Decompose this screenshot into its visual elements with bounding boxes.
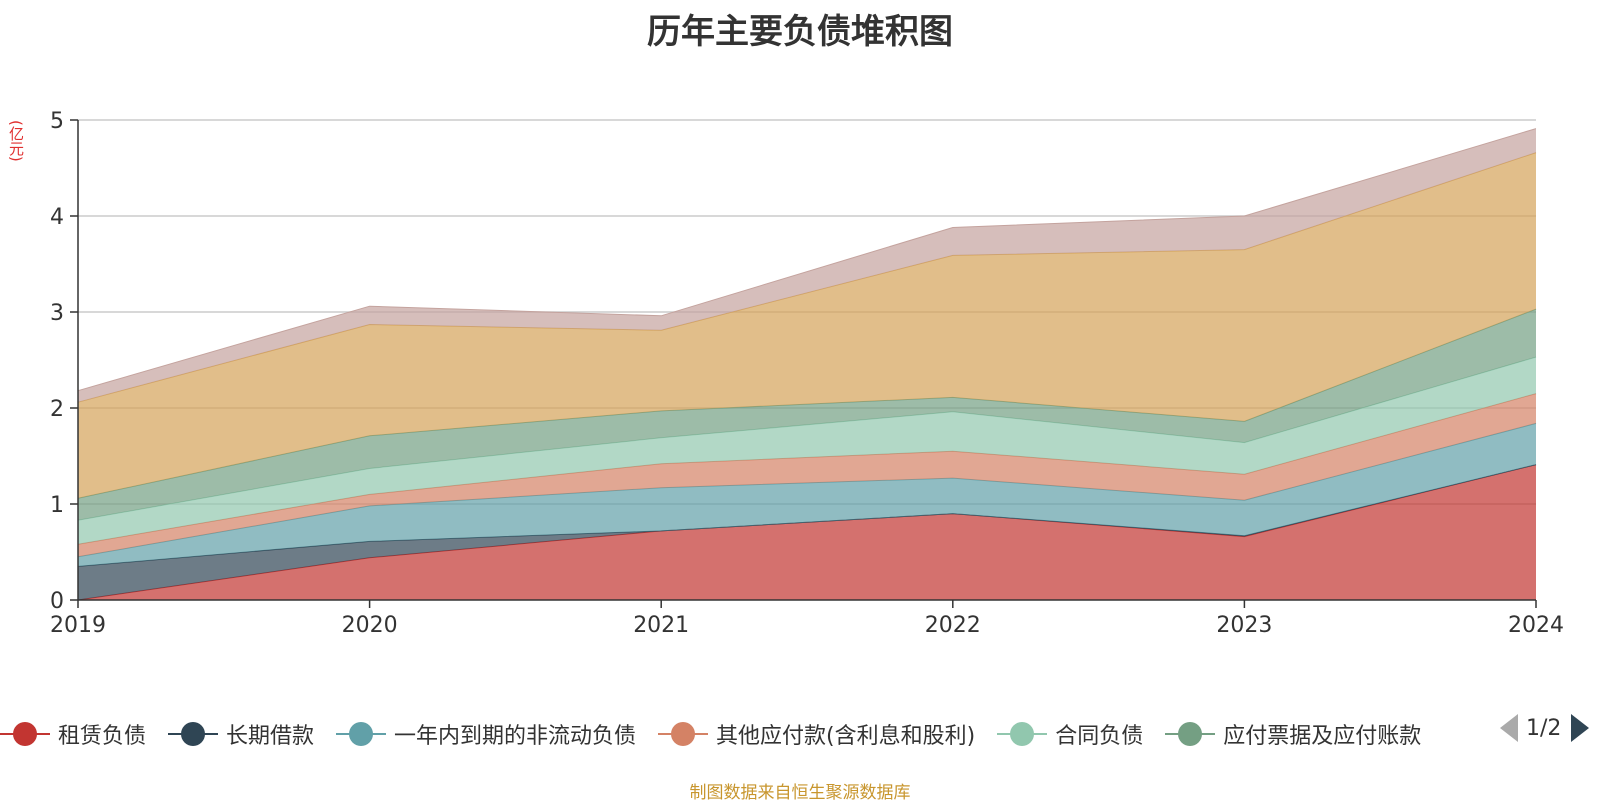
x-tick-label: 2020 (342, 613, 398, 638)
legend-label: 其他应付款(含利息和股利) (716, 724, 976, 749)
axis-layer: 0 1 2 3 4 5 2019 2020 2021 2022 2023 2024 (50, 109, 1564, 638)
legend-label: 一年内到期的非流动负债 (394, 724, 637, 749)
legend-marker-icon (1165, 719, 1216, 749)
pager-page-indicator: 1/2 (1526, 715, 1562, 741)
x-tick-label: 2024 (1508, 613, 1564, 638)
area-series-5[interactable] (78, 309, 1536, 521)
area-series-2[interactable] (78, 423, 1536, 567)
y-tick-label: 1 (50, 493, 64, 518)
legend-item[interactable]: 合同负债 (997, 718, 1143, 750)
legend-label: 长期借款 (226, 724, 315, 749)
y-tick-label: 5 (50, 109, 64, 134)
area-series-4[interactable] (78, 357, 1536, 545)
y-tick-label: 0 (50, 589, 64, 614)
legend-item[interactable]: 长期借款 (168, 718, 314, 750)
stacked-area-chart: 0 1 2 3 4 5 2019 2020 2021 2022 2023 2024 (50, 109, 1564, 638)
x-tick-label: 2023 (1216, 613, 1272, 638)
legend-marker-icon (336, 719, 387, 749)
y-tick-label: 3 (50, 301, 64, 326)
legend-marker-icon (658, 719, 709, 749)
area-layer (77, 128, 1537, 601)
legend: 租赁负债 长期借款 一年内到期的非流动负债 其他应付款(含利息和股利) 合同负债 应付票据… (0, 714, 1490, 754)
legend-marker-icon (168, 719, 219, 749)
area-series-3[interactable] (78, 393, 1536, 557)
source-note: 制图数据来自恒生聚源数据库 (689, 783, 911, 803)
y-tick-label: 2 (50, 397, 64, 422)
area-series-line-7 (77, 128, 1537, 392)
area-series-0[interactable] (78, 464, 1536, 600)
legend-label: 应付票据及应付账款 (1223, 724, 1422, 749)
legend-label: 合同负债 (1055, 724, 1144, 749)
x-tick-label: 2019 (50, 613, 106, 638)
y-tick-label: 4 (50, 205, 64, 230)
legend-item[interactable]: 租赁负债 (0, 718, 146, 750)
chart-title: 历年主要负债堆积图 (647, 12, 953, 52)
legend-label: 租赁负债 (58, 724, 147, 749)
legend-pager: 1/2 (1500, 708, 1590, 748)
legend-item[interactable]: 应付票据及应付账款 (1165, 718, 1421, 750)
pager-prev-icon[interactable] (1500, 714, 1518, 742)
area-series-6[interactable] (78, 152, 1536, 499)
legend-marker-icon (0, 719, 50, 749)
legend-marker-icon (997, 719, 1048, 749)
legend-item[interactable]: 其他应付款(含利息和股利) (658, 718, 975, 750)
y-axis-unit-label: (亿元) (7, 120, 25, 162)
x-tick-label: 2021 (633, 613, 689, 638)
pager-next-icon[interactable] (1571, 714, 1590, 742)
x-tick-label: 2022 (925, 613, 981, 638)
legend-item[interactable]: 一年内到期的非流动负债 (336, 718, 636, 750)
